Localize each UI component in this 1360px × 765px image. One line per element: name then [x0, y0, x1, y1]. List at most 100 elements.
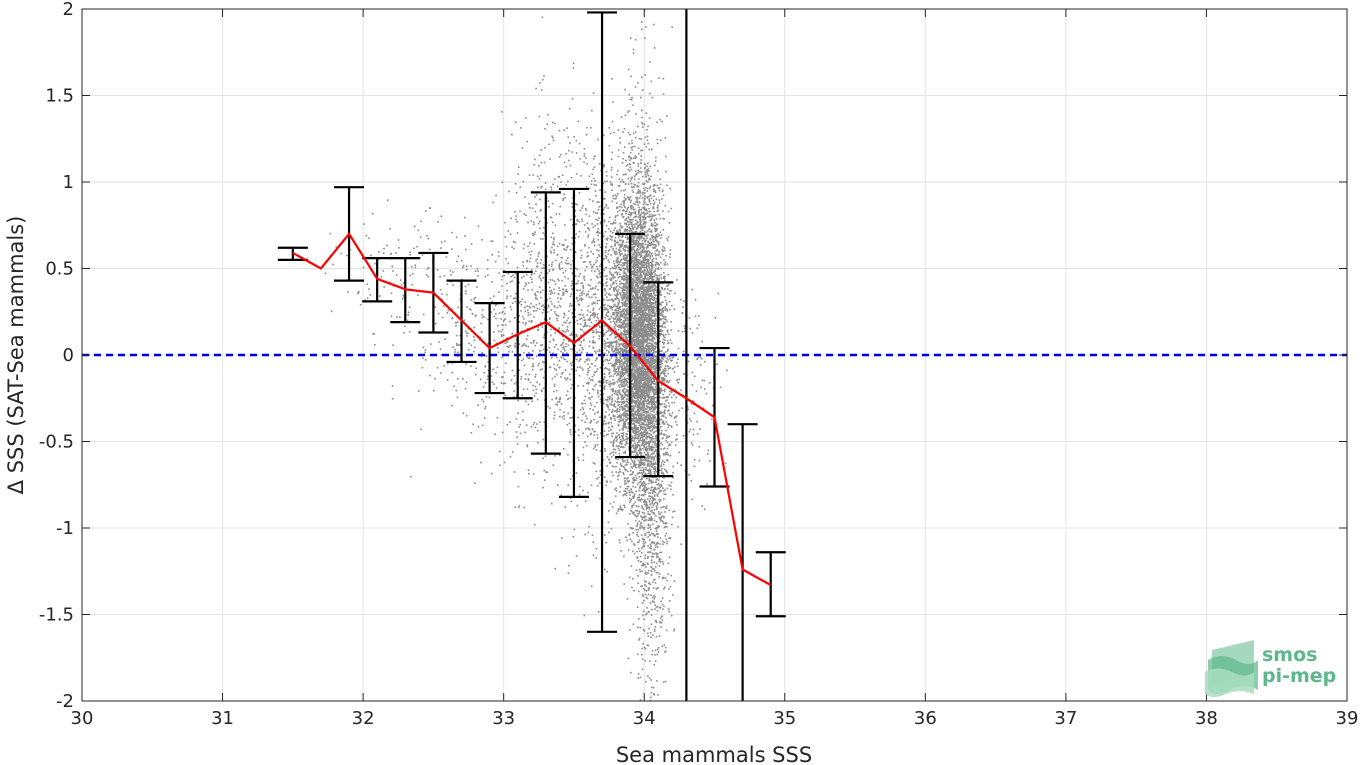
scatter-point	[643, 234, 646, 237]
scatter-point	[622, 289, 625, 291]
scatter-point	[614, 495, 617, 497]
scatter-point	[621, 299, 624, 301]
scatter-point	[626, 478, 628, 480]
scatter-point	[643, 327, 645, 329]
scatter-point	[643, 330, 645, 332]
scatter-point	[630, 417, 633, 420]
scatter-point	[608, 398, 611, 400]
scatter-point	[657, 268, 660, 270]
scatter-point	[650, 322, 653, 324]
scatter-point	[639, 419, 642, 421]
scatter-point	[606, 354, 608, 357]
scatter-point	[649, 255, 652, 258]
scatter-point	[621, 206, 623, 209]
scatter-point	[639, 263, 641, 266]
scatter-point	[657, 280, 659, 282]
scatter-point	[639, 322, 641, 324]
scatter-point	[635, 281, 638, 284]
scatter-point	[608, 351, 610, 354]
scatter-point	[650, 292, 653, 295]
scatter-point	[604, 359, 607, 361]
scatter-point	[623, 263, 625, 265]
scatter-point	[640, 369, 643, 371]
scatter-point	[642, 348, 645, 351]
scatter-point	[617, 367, 619, 369]
scatter-point	[619, 418, 621, 421]
scatter-point	[620, 420, 622, 422]
scatter-point	[615, 345, 617, 348]
scatter-point	[638, 395, 640, 397]
scatter-point	[639, 242, 642, 245]
scatter-point	[620, 189, 622, 192]
scatter-point	[644, 330, 646, 333]
scatter-point	[634, 400, 637, 402]
scatter-point	[656, 333, 658, 335]
scatter-point	[633, 162, 635, 164]
scatter-point	[634, 335, 637, 338]
scatter-point	[638, 550, 641, 552]
scatter-point	[646, 452, 649, 455]
scatter-point	[662, 189, 664, 192]
scatter-point	[615, 465, 617, 468]
scatter-point	[629, 509, 632, 512]
scatter-point	[635, 249, 638, 251]
scatter-point	[627, 372, 630, 375]
scatter-point	[625, 367, 628, 369]
scatter-point	[633, 462, 635, 465]
scatter-point	[629, 527, 632, 529]
scatter-point	[637, 512, 639, 515]
scatter-point	[672, 494, 674, 496]
scatter-point	[604, 289, 606, 292]
scatter-point	[648, 253, 650, 255]
scatter-point	[623, 146, 626, 148]
scatter-point	[645, 212, 648, 215]
scatter-point	[657, 207, 659, 209]
scatter-point	[643, 319, 645, 322]
scatter-point	[623, 555, 625, 558]
scatter-point	[654, 313, 656, 316]
scatter-point	[617, 185, 620, 187]
scatter-point	[641, 328, 644, 330]
scatter-point	[617, 447, 619, 450]
scatter-point	[612, 451, 615, 453]
scatter-point	[608, 408, 610, 411]
scatter-point	[610, 230, 612, 232]
scatter-point	[624, 345, 627, 348]
scatter-point	[613, 333, 616, 335]
scatter-point	[644, 202, 646, 204]
scatter-point	[647, 394, 650, 397]
scatter-point	[645, 325, 648, 327]
scatter-point	[616, 394, 619, 396]
scatter-point	[632, 286, 635, 289]
scatter-point	[633, 208, 636, 211]
scatter-point	[623, 322, 626, 325]
scatter-point	[636, 334, 639, 336]
scatter-point	[624, 284, 627, 286]
scatter-point	[663, 250, 665, 252]
scatter-point	[642, 375, 644, 378]
scatter-point	[640, 339, 642, 342]
scatter-point	[627, 275, 630, 277]
scatter-point	[638, 290, 641, 292]
scatter-point	[630, 182, 633, 185]
scatter-point	[625, 339, 628, 341]
scatter-point	[652, 279, 654, 282]
scatter-point	[637, 314, 639, 316]
scatter-point	[623, 246, 625, 248]
scatter-point	[627, 369, 630, 371]
scatter-point	[638, 362, 640, 364]
scatter-point	[625, 494, 627, 497]
scatter-point	[631, 149, 633, 151]
scatter-point	[628, 446, 630, 448]
scatter-point	[644, 368, 646, 370]
scatter-point	[656, 325, 658, 327]
scatter-point	[604, 448, 606, 450]
scatter-point	[655, 294, 658, 297]
scatter-point	[660, 309, 662, 312]
scatter-point	[645, 309, 647, 311]
scatter-point	[611, 408, 614, 411]
scatter-point	[640, 138, 643, 140]
scatter-point	[642, 311, 645, 313]
scatter-point	[638, 318, 641, 320]
scatter-point	[646, 323, 649, 325]
